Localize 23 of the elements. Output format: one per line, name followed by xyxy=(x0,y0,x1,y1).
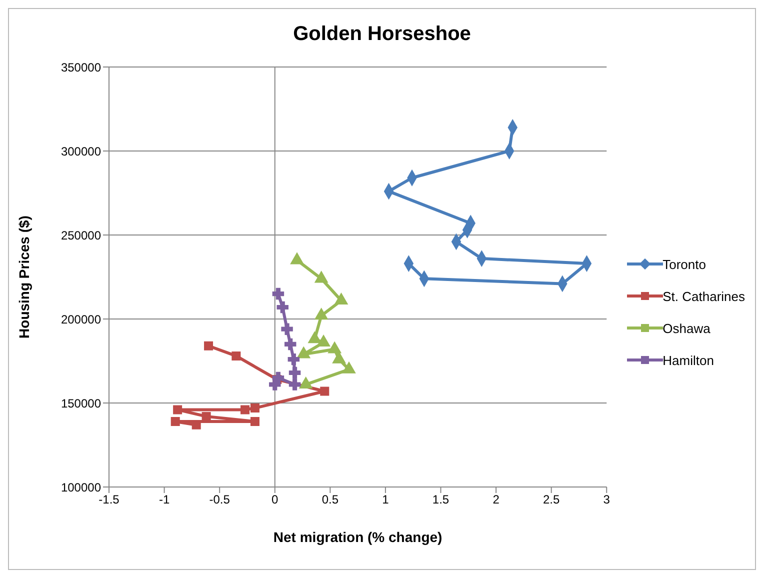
y-tick-label: 300000 xyxy=(60,144,102,158)
x-tick-label: -0.5 xyxy=(209,492,230,507)
x-axis-title: Net migration (% change) xyxy=(273,529,442,545)
x-tick-label: 1.5 xyxy=(432,492,450,507)
x-tick-label: -1.5 xyxy=(98,492,120,507)
y-tick-label: 350000 xyxy=(60,60,102,74)
y-tick-label: 200000 xyxy=(60,312,102,326)
y-tick-label: 150000 xyxy=(60,396,102,410)
x-tick-label: 1 xyxy=(382,492,390,507)
x-tick-label: 2 xyxy=(492,492,500,507)
x-tick-label: 0.5 xyxy=(322,492,339,507)
x-tick-label: 2.5 xyxy=(542,492,560,507)
x-tick-label: 0 xyxy=(272,492,279,507)
y-axis-title: Housing Prices ($) xyxy=(16,216,32,338)
chart-title: Golden Horseshoe xyxy=(292,22,472,47)
y-tick-label: 100000 xyxy=(60,480,102,494)
x-tick-label: -1 xyxy=(158,492,170,507)
legend-label: St. Catharines xyxy=(662,288,745,304)
x-tick-label: 3 xyxy=(603,492,610,507)
y-tick-label: 250000 xyxy=(60,228,102,242)
legend-label: Toronto xyxy=(662,256,706,272)
legend-label: Hamilton xyxy=(662,352,714,368)
legend-label: Oshawa xyxy=(662,320,710,336)
